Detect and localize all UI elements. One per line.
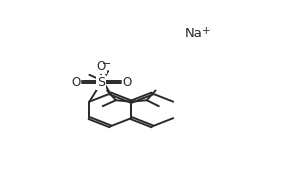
Text: +: + <box>202 27 210 36</box>
Text: O: O <box>97 60 106 73</box>
Text: −: − <box>102 59 111 69</box>
Text: S: S <box>97 76 105 89</box>
Text: O: O <box>72 76 81 89</box>
Text: O: O <box>122 76 131 89</box>
Text: Na: Na <box>185 27 203 40</box>
